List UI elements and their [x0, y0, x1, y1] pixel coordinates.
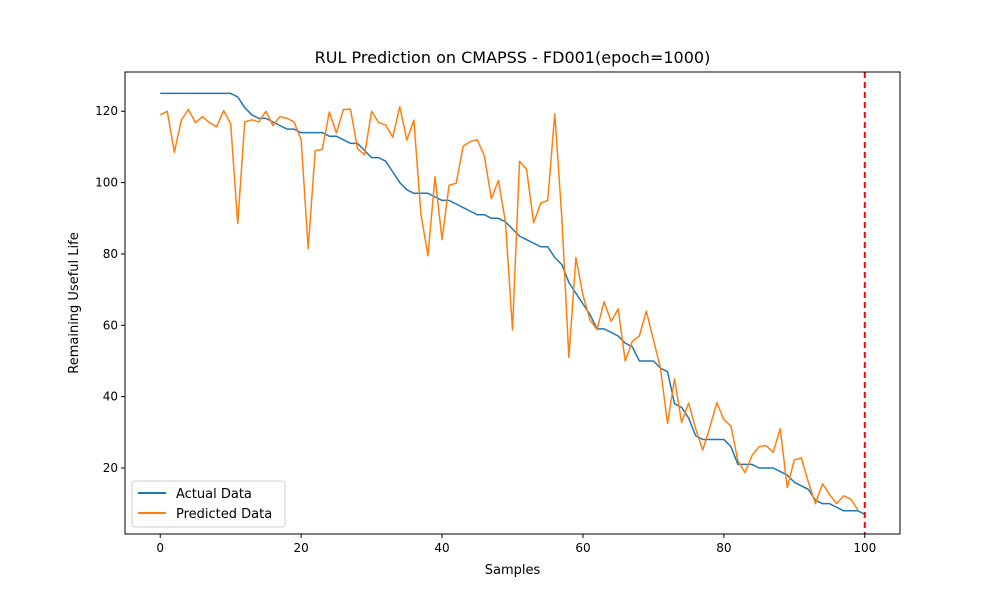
series-line-predicted [159, 105, 859, 511]
y-tick-label: 80 [103, 247, 118, 261]
y-tick-label: 100 [95, 176, 118, 190]
series-line-actual [160, 92, 866, 516]
chart-title: RUL Prediction on CMAPSS - FD001(epoch=1… [315, 48, 711, 67]
x-tick-label: 100 [853, 541, 876, 555]
x-axis-label: Samples [485, 563, 541, 578]
legend-label-predicted: Predicted Data [176, 507, 272, 522]
legend: Actual Data Predicted Data [131, 480, 286, 528]
y-tick-label: 120 [95, 104, 118, 118]
x-tick-label: 20 [293, 541, 308, 555]
x-tick-label: 80 [716, 541, 731, 555]
y-tick-label: 40 [103, 390, 118, 404]
legend-box [131, 480, 286, 528]
y-tick-label: 20 [103, 461, 118, 475]
plot-area: 0 20 40 60 80 100 20 40 60 80 100 120 [95, 72, 876, 555]
legend-label-actual: Actual Data [176, 487, 252, 502]
x-tick-label: 40 [434, 541, 449, 555]
x-tick-label: 0 [156, 541, 164, 555]
y-tick-label: 60 [103, 318, 118, 332]
x-tick-label: 60 [575, 541, 590, 555]
plot-frame [124, 71, 901, 535]
y-axis-label: Remaining Useful Life [67, 232, 82, 373]
